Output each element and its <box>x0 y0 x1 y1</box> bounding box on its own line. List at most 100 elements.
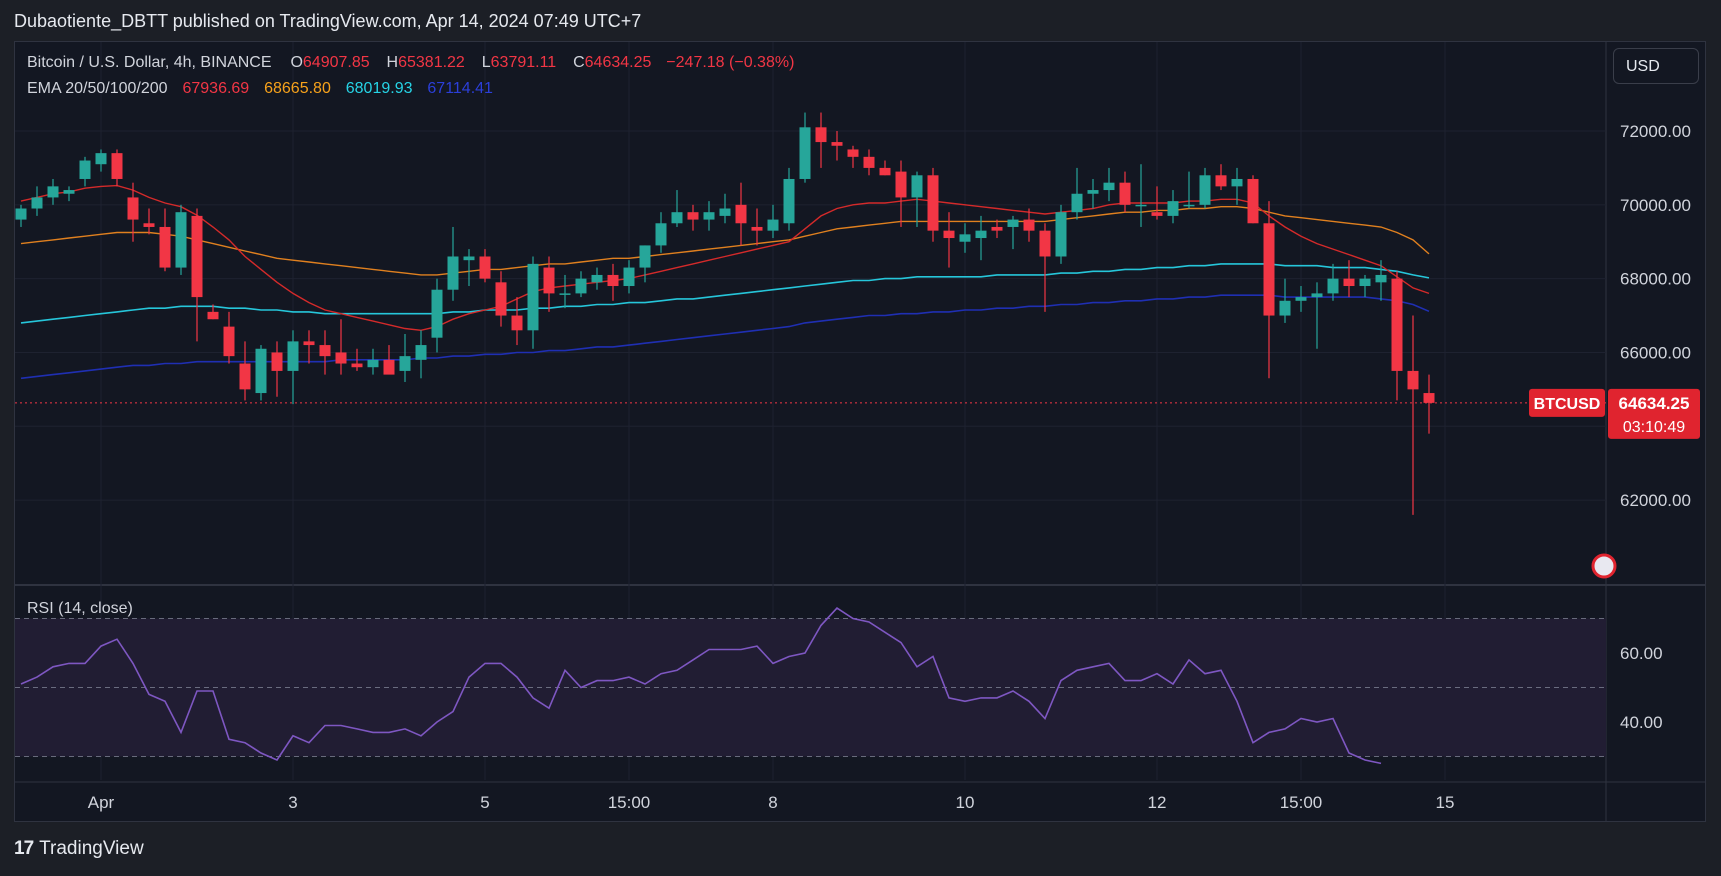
candle-body <box>943 230 955 239</box>
rsi-line <box>20 607 1382 765</box>
ema200-value: 67114.41 <box>427 80 493 97</box>
footer-brand-text: TradingView <box>39 838 144 859</box>
candle-body <box>367 359 379 368</box>
candle-body <box>447 256 459 290</box>
candle-body <box>783 178 795 224</box>
ticker-tag-text: BTCUSD <box>1534 396 1601 413</box>
candle-body <box>799 127 811 179</box>
candle-body <box>991 226 1003 231</box>
candle-body <box>191 215 203 298</box>
candle-body <box>559 293 571 295</box>
candle-body <box>111 153 123 179</box>
y-tick-label: 70000.00 <box>1620 196 1691 215</box>
ohlc-legend: Bitcoin / U.S. Dollar, 4h, BINANCE O6490… <box>27 54 794 72</box>
candle-body <box>655 223 667 246</box>
candle-body <box>431 289 443 338</box>
y-tick-label: 66000.00 <box>1620 343 1691 362</box>
legend-open: 64907.85 <box>302 54 370 71</box>
candle-body <box>95 153 107 165</box>
candle-body <box>751 226 763 231</box>
candle-body <box>1359 278 1371 287</box>
x-tick-label: 8 <box>768 793 777 812</box>
candle-body <box>1007 219 1019 227</box>
candle-body <box>719 208 731 216</box>
legend-c-label: C <box>573 54 585 71</box>
candle-body <box>1279 300 1291 316</box>
ema20-line <box>20 184 1430 332</box>
candle-body <box>511 315 523 331</box>
candle-body <box>863 156 875 168</box>
candle-body <box>159 226 171 268</box>
price-tag-value: 64634.25 <box>1619 394 1690 413</box>
candle-body <box>1135 204 1147 207</box>
tradingview-logo-icon: 17 <box>14 838 34 859</box>
candle-body <box>399 356 411 371</box>
ticker-tag <box>1529 388 1605 417</box>
candle-body <box>495 282 507 316</box>
candle-body <box>831 142 843 146</box>
candle-body <box>1183 204 1195 207</box>
candle-body <box>927 175 939 231</box>
ema-label: EMA 20/50/100/200 <box>27 80 168 97</box>
candle-body <box>31 197 43 209</box>
candle-body <box>1263 223 1275 316</box>
legend-change: −247.18 (−0.38%) <box>666 54 795 71</box>
candle-body <box>1295 297 1307 301</box>
candle-body <box>175 212 187 268</box>
rsi-label: RSI (14, close) <box>27 600 133 617</box>
candle-body <box>703 212 715 220</box>
footer-brand[interactable]: 17 TradingView <box>14 838 144 860</box>
rsi-tick-label: 40.00 <box>1620 713 1663 732</box>
candle-body <box>303 341 315 346</box>
currency-button[interactable]: USD <box>1613 48 1699 84</box>
legend-high: 65381.22 <box>398 54 465 71</box>
ema50-line <box>20 205 1430 276</box>
candle-body <box>687 212 699 220</box>
y-tick-label: 62000.00 <box>1620 491 1691 510</box>
candle-body <box>527 263 539 331</box>
candle-body <box>591 274 603 283</box>
candle-body <box>415 345 427 360</box>
us-flag-icon <box>1591 553 1617 579</box>
candle-body <box>143 223 155 227</box>
ema100-value: 68019.93 <box>345 80 413 97</box>
candle-body <box>575 278 587 294</box>
candle-body <box>815 127 827 143</box>
candle-body <box>623 267 635 287</box>
price-tag-countdown: 03:10:49 <box>1623 419 1685 436</box>
legend-l-label: L <box>481 54 491 71</box>
candle-body <box>1231 178 1243 187</box>
x-tick-label: 5 <box>480 793 489 812</box>
x-tick-label: 3 <box>288 793 297 812</box>
y-tick-label: 72000.00 <box>1620 122 1691 141</box>
candle-body <box>639 245 651 268</box>
candle-body <box>767 219 779 231</box>
candle-body <box>1039 230 1051 257</box>
candle-body <box>607 274 619 287</box>
candle-body <box>223 326 235 357</box>
candle-body <box>543 267 555 294</box>
x-tick-label: 15:00 <box>608 793 651 812</box>
legend-close: 64634.25 <box>584 54 652 71</box>
candle-body <box>1311 293 1323 298</box>
candle-body <box>1247 178 1259 224</box>
legend-low: 63791.11 <box>490 54 557 71</box>
candle-body <box>1327 278 1339 294</box>
candle-body <box>1407 370 1419 390</box>
x-tick-label: 15:00 <box>1280 793 1323 812</box>
legend-symbol: Bitcoin / U.S. Dollar, 4h, BINANCE <box>27 54 272 71</box>
candle-body <box>1151 212 1163 216</box>
candle-body <box>1199 175 1211 205</box>
candle-body <box>47 186 59 198</box>
publisher-line: Dubaotiente_DBTT published on TradingVie… <box>14 11 642 31</box>
candle-body <box>1103 182 1115 191</box>
candle-body <box>319 345 331 357</box>
candle-body <box>895 171 907 198</box>
candle-body <box>383 359 395 375</box>
candle-body <box>671 212 683 224</box>
candle-body <box>15 208 27 220</box>
current-price-tags: BTCUSD 64634.25 03:10:49 <box>1529 388 1700 439</box>
candle-body <box>1087 190 1099 194</box>
candle-body <box>335 352 347 364</box>
